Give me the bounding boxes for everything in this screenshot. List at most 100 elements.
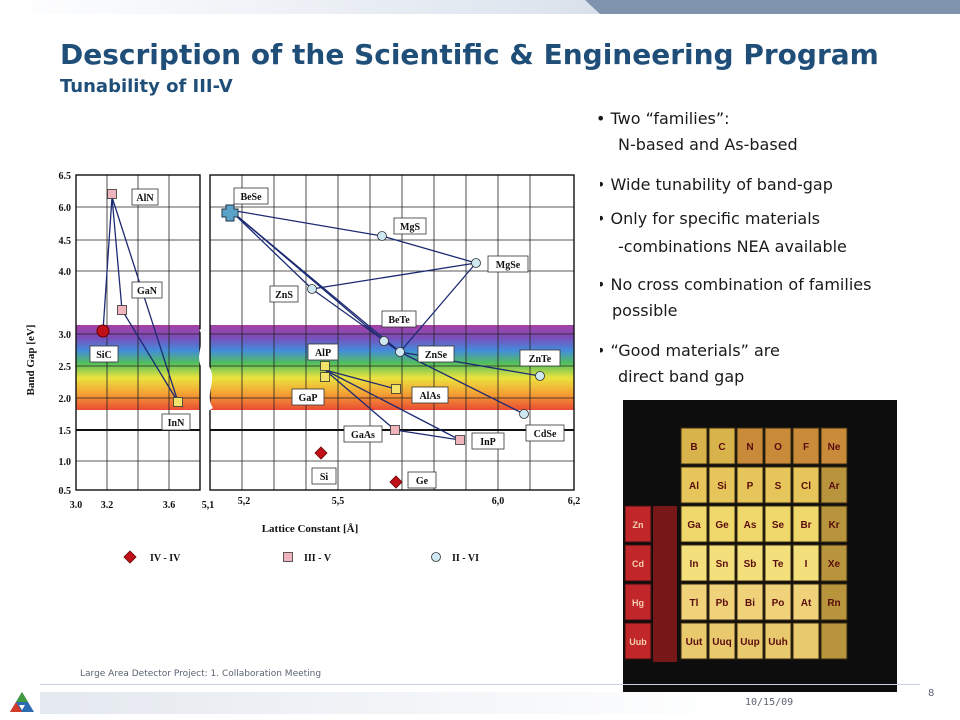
point-label-mgs: MgS bbox=[400, 222, 420, 233]
element-symbol: Ge bbox=[715, 520, 729, 531]
point-label-alas: AlAs bbox=[419, 391, 440, 402]
bullet-item: • “Good materials” are bbox=[596, 341, 780, 360]
marker-bese bbox=[221, 204, 239, 222]
element-cell bbox=[736, 505, 764, 543]
x-tick-label: 3.0 bbox=[70, 500, 83, 511]
element-cell-partial bbox=[624, 583, 652, 621]
element-symbol: P bbox=[747, 481, 754, 492]
bullet-item-continuation: -combinations NEA available bbox=[618, 237, 847, 256]
point-label-gan: GaN bbox=[137, 286, 158, 297]
point-label-gap: GaP bbox=[299, 393, 318, 404]
element-cell bbox=[764, 622, 792, 660]
x-tick-label: 3.2 bbox=[101, 500, 114, 511]
element-symbol: N bbox=[746, 442, 753, 453]
point-label-box bbox=[407, 471, 437, 489]
point-label-bese: BeSe bbox=[240, 192, 262, 203]
bullet-item: • Only for specific materials bbox=[596, 209, 821, 228]
point-label-box bbox=[393, 217, 427, 235]
bullet-item: • Wide tunability of band-gap bbox=[596, 175, 833, 194]
element-cell bbox=[792, 427, 820, 465]
element-cell-partial bbox=[624, 622, 652, 660]
element-cell bbox=[764, 544, 792, 582]
point-label-cdse: CdSe bbox=[534, 429, 557, 440]
element-cell bbox=[708, 505, 736, 543]
marker-inn bbox=[173, 397, 183, 407]
point-label-bete: BeTe bbox=[388, 315, 410, 326]
point-label-box bbox=[161, 413, 191, 431]
element-symbol: Ar bbox=[828, 481, 839, 492]
element-cell bbox=[680, 427, 708, 465]
element-cell bbox=[820, 466, 848, 504]
marker-gan bbox=[117, 305, 127, 315]
x-tick-label: 5,5 bbox=[332, 496, 345, 507]
footer-decor-line bbox=[40, 684, 920, 714]
bullet-item-continuation: N-based and As-based bbox=[618, 135, 798, 154]
point-label-box bbox=[89, 345, 119, 363]
element-cell bbox=[680, 544, 708, 582]
marker-ge bbox=[389, 475, 403, 489]
element-symbol: Zn bbox=[633, 520, 644, 530]
element-cell bbox=[680, 583, 708, 621]
y-tick-label: 1.5 bbox=[59, 426, 72, 437]
marker-alp bbox=[320, 361, 330, 371]
element-symbol: Uuq bbox=[712, 637, 731, 648]
element-symbol: Rn bbox=[827, 598, 840, 609]
chart-frame-right bbox=[209, 174, 575, 491]
connector-line bbox=[399, 262, 477, 353]
connector-line bbox=[111, 196, 123, 311]
y-tick-label: 2.5 bbox=[59, 362, 72, 373]
element-symbol: Bi bbox=[745, 598, 755, 609]
marker-inp bbox=[455, 435, 465, 445]
element-symbol: C bbox=[718, 442, 725, 453]
point-label-box bbox=[131, 188, 159, 206]
element-symbol: F bbox=[803, 442, 809, 453]
marker-zns bbox=[307, 284, 317, 294]
y-tick-label: 4.5 bbox=[59, 236, 72, 247]
point-label-inn: InN bbox=[168, 418, 185, 429]
point-label-ge: Ge bbox=[416, 476, 429, 487]
x-tick-label: 6,2 bbox=[568, 496, 581, 507]
y-tick-label: 2.0 bbox=[59, 394, 72, 405]
argonne-logo-icon bbox=[10, 692, 34, 712]
element-cell bbox=[820, 505, 848, 543]
element-cell bbox=[820, 544, 848, 582]
page-number: 8 bbox=[928, 688, 935, 699]
y-tick-label: 6.5 bbox=[59, 171, 72, 182]
slide-subtitle: Tunability of III-V bbox=[60, 76, 233, 97]
point-label-box bbox=[233, 187, 269, 205]
legend-marker-iv-iv bbox=[123, 550, 137, 564]
marker-znte bbox=[535, 371, 545, 381]
point-label-box bbox=[525, 424, 565, 442]
point-label-znte: ZnTe bbox=[529, 354, 552, 365]
x-tick-label: 5,1 bbox=[202, 500, 215, 511]
point-label-box bbox=[471, 432, 505, 450]
element-cell bbox=[708, 544, 736, 582]
y-axis-label: Band Gap [eV] bbox=[25, 325, 37, 396]
connector-line bbox=[111, 196, 179, 403]
band-gap-chart: 6.5 6.0 4.5 4.0 3.0 2.5 2.0 1.5 1.0 0.5 3.0 3.2 3.6 5… bbox=[0, 160, 600, 600]
element-cell bbox=[680, 505, 708, 543]
element-symbol: Cl bbox=[801, 481, 811, 492]
point-label-box bbox=[487, 255, 529, 273]
element-symbol: I bbox=[805, 559, 808, 570]
element-symbol: B bbox=[690, 442, 697, 453]
point-label-box bbox=[307, 343, 339, 361]
element-symbol: As bbox=[744, 520, 757, 531]
element-cell-partial bbox=[624, 544, 652, 582]
point-label-sic: SiC bbox=[96, 350, 112, 361]
element-cell bbox=[792, 505, 820, 543]
element-symbol: Kr bbox=[828, 520, 839, 531]
point-label-box bbox=[311, 467, 337, 485]
element-cell bbox=[708, 466, 736, 504]
marker-sic bbox=[96, 324, 110, 338]
x-axis-label: Lattice Constant [Å] bbox=[262, 523, 359, 535]
element-symbol: O bbox=[774, 442, 782, 453]
element-cell bbox=[820, 427, 848, 465]
connector-line bbox=[229, 209, 385, 342]
x-tick-label: 5,2 bbox=[238, 496, 251, 507]
y-tick-label: 1.0 bbox=[59, 457, 72, 468]
element-cell bbox=[792, 466, 820, 504]
element-cell bbox=[764, 427, 792, 465]
bullet-dot-icon: • bbox=[596, 109, 606, 128]
point-label-box bbox=[519, 349, 561, 367]
